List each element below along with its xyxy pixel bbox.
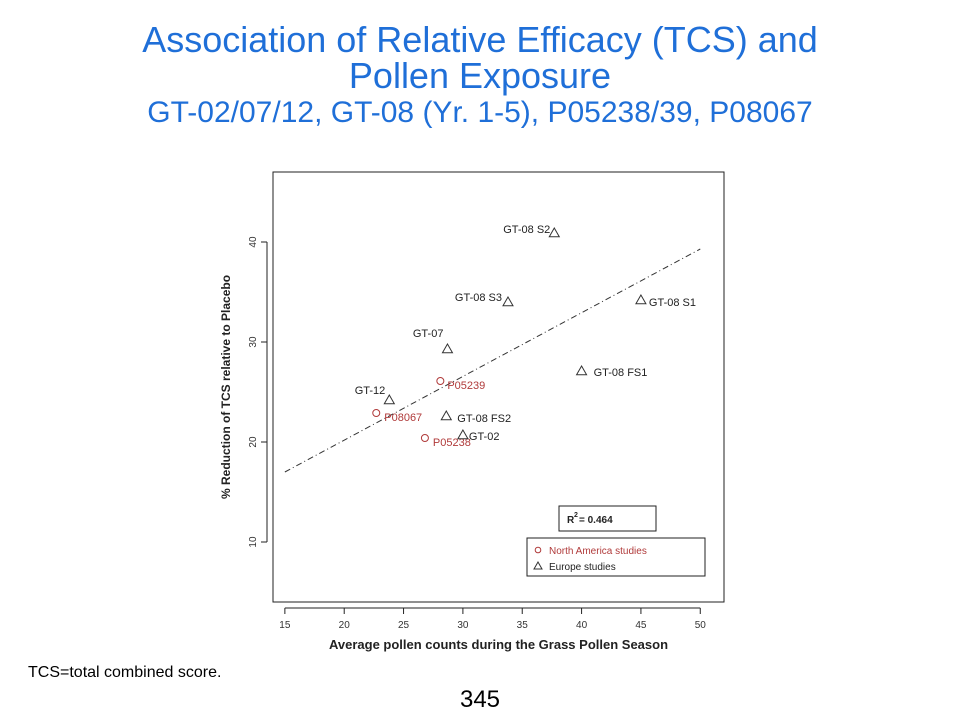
y-tick-label: 30 bbox=[248, 336, 259, 348]
x-tick-label: 50 bbox=[695, 620, 707, 631]
point-label-gt-08-s1: GT-08 S1 bbox=[649, 297, 696, 309]
r2-superscript: 2 bbox=[574, 512, 578, 519]
plot-border bbox=[272, 171, 725, 603]
r2-symbol: R bbox=[567, 515, 575, 526]
point-label-p05239: P05239 bbox=[447, 380, 485, 392]
page-number: 345 bbox=[459, 686, 501, 713]
point-gt-12 bbox=[383, 393, 396, 405]
legend-label-north-america-studies: North America studies bbox=[549, 546, 647, 557]
scatter-chart: 15 20 25 30 35 40 45 50 10 20 30 40 Average pollen c… bbox=[219, 171, 725, 652]
legend-marker-circle bbox=[534, 546, 542, 554]
point-label-gt-08-s2: GT-08 S2 bbox=[503, 224, 550, 236]
point-gt-08-s1 bbox=[635, 293, 647, 305]
x-tick-label: 45 bbox=[635, 620, 647, 631]
point-gt-08-s3 bbox=[502, 295, 514, 307]
y-tick-label: 40 bbox=[248, 236, 259, 248]
point-label-gt-08-fs2: GT-08 FS2 bbox=[457, 413, 511, 425]
r2-box bbox=[558, 505, 657, 532]
point-gt-08-s2 bbox=[548, 226, 561, 238]
point-p05238 bbox=[420, 434, 429, 442]
point-label-gt-08-fs1: GT-08 FS1 bbox=[594, 367, 648, 379]
x-tick-label: 30 bbox=[457, 620, 469, 631]
point-gt-02 bbox=[457, 428, 469, 440]
point-label-gt-12: GT-12 bbox=[355, 385, 386, 397]
point-label-p05238: P05238 bbox=[433, 437, 471, 449]
point-gt-07 bbox=[441, 342, 454, 354]
y-tick-label: 10 bbox=[248, 536, 259, 548]
trend-line bbox=[284, 248, 701, 473]
x-tick-label: 25 bbox=[398, 620, 410, 631]
slide-subtitle: GT-02/07/12, GT-08 (Yr. 1-5), P05238/39,… bbox=[147, 96, 813, 129]
point-label-gt-08-s3: GT-08 S3 bbox=[455, 292, 502, 304]
x-tick-label: 40 bbox=[576, 620, 588, 631]
legend-label-europe-studies: Europe studies bbox=[549, 562, 616, 573]
point-label-gt-02: GT-02 bbox=[469, 431, 500, 443]
point-gt-08-fs1 bbox=[575, 364, 588, 376]
point-gt-08-fs2 bbox=[440, 409, 453, 421]
slide-title-line-1: Association of Relative Efficacy (TCS) a… bbox=[142, 19, 818, 60]
point-p05239 bbox=[436, 377, 445, 385]
y-axis-title: % Reduction of TCS relative to Placebo bbox=[219, 275, 233, 499]
point-label-gt-07: GT-07 bbox=[413, 328, 444, 340]
slide-title-line-2: Pollen Exposure bbox=[348, 55, 612, 96]
slide-title-block: Association of Relative Efficacy (TCS) a… bbox=[0, 22, 960, 132]
point-p08067 bbox=[372, 409, 381, 417]
legend-marker-triangle bbox=[533, 560, 543, 570]
x-tick-label: 15 bbox=[279, 620, 291, 631]
point-label-p08067: P08067 bbox=[384, 412, 422, 424]
x-tick-label: 35 bbox=[517, 620, 529, 631]
footnote: TCS=total combined score. bbox=[28, 664, 222, 681]
legend-box bbox=[526, 537, 706, 577]
x-axis-title: Average pollen counts during the Grass P… bbox=[329, 637, 668, 652]
r2-value: = 0.464 bbox=[579, 515, 613, 526]
x-tick-label: 20 bbox=[339, 620, 351, 631]
chart-frame: 15 20 25 30 35 40 45 50 10 20 30 40 Average pollen c… bbox=[216, 166, 740, 660]
y-tick-label: 20 bbox=[248, 436, 259, 448]
